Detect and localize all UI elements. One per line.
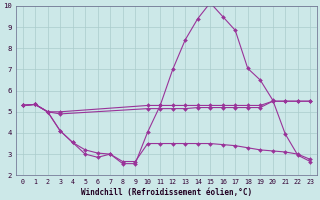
X-axis label: Windchill (Refroidissement éolien,°C): Windchill (Refroidissement éolien,°C) [81,188,252,197]
